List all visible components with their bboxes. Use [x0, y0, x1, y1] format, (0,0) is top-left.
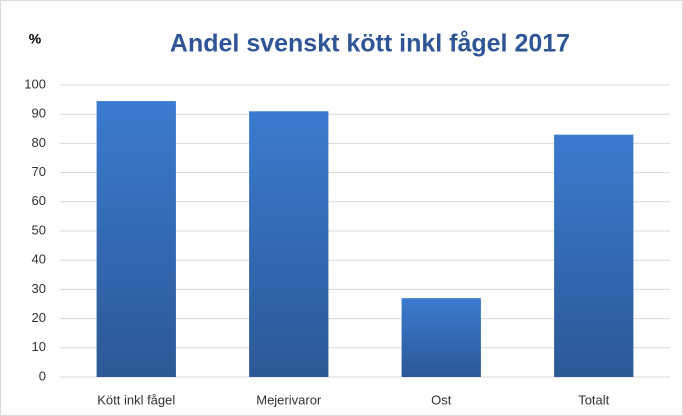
y-tick-label: 70 [32, 164, 46, 179]
y-tick-label: 90 [32, 106, 46, 121]
bar [249, 111, 329, 377]
x-tick-label: Ost [431, 392, 452, 407]
bar [554, 134, 634, 377]
y-axis-label: % [29, 31, 42, 47]
y-tick-label: 100 [24, 76, 46, 91]
y-tick-label: 30 [32, 281, 46, 296]
x-tick-label: Kött inkl fågel [97, 392, 175, 407]
y-tick-label: 50 [32, 222, 46, 237]
y-tick-label: 20 [32, 310, 46, 325]
y-tick-label: 40 [32, 252, 46, 267]
y-tick-label: 10 [32, 339, 46, 354]
x-tick-label: Mejerivaror [256, 392, 322, 407]
x-tick-label: Totalt [578, 392, 609, 407]
y-tick-label: 0 [39, 368, 46, 383]
bar [96, 101, 176, 377]
y-tick-label: 80 [32, 135, 46, 150]
bar [401, 298, 481, 377]
y-tick-label: 60 [32, 193, 46, 208]
chart-title: Andel svenskt kött inkl fågel 2017 [170, 30, 570, 58]
